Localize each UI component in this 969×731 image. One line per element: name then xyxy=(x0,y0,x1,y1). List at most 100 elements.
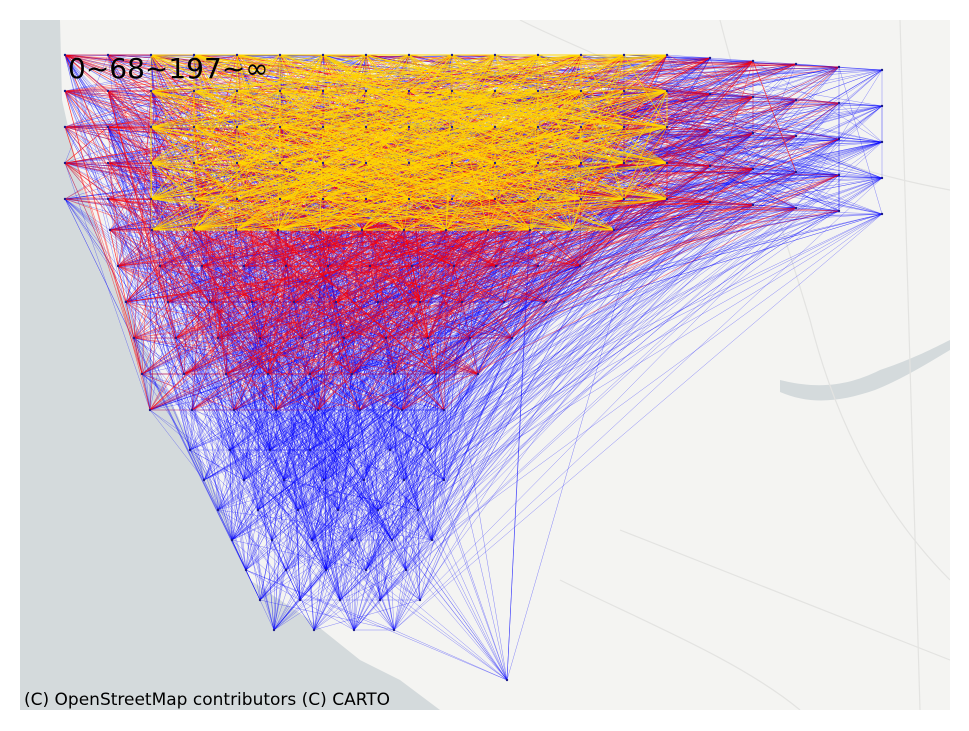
flow-line xyxy=(133,90,152,339)
flow-line xyxy=(175,337,379,511)
flow-line xyxy=(365,162,668,571)
flow-line xyxy=(429,409,445,451)
flow-line xyxy=(323,337,387,481)
flow-line xyxy=(229,449,313,541)
flow-line xyxy=(150,54,405,231)
zone-node xyxy=(794,134,798,138)
flow-line xyxy=(571,198,582,231)
flow-line xyxy=(217,337,351,451)
zone-node xyxy=(116,264,120,268)
flow-line xyxy=(233,204,754,411)
zone-node xyxy=(404,568,408,572)
flow-line xyxy=(427,174,840,339)
flow-line xyxy=(193,229,387,339)
flow-line xyxy=(469,135,797,339)
flow-line xyxy=(339,204,754,601)
zone-node xyxy=(336,508,340,512)
zone-node xyxy=(751,167,755,171)
flow-line xyxy=(299,162,582,601)
flow-line xyxy=(405,409,445,571)
flow-line xyxy=(64,90,361,411)
flow-line xyxy=(231,479,325,541)
flow-line xyxy=(273,126,668,631)
flow-line xyxy=(279,90,496,164)
road xyxy=(899,20,921,710)
flow-line xyxy=(377,301,508,681)
flow-line xyxy=(379,66,840,601)
flow-line xyxy=(709,60,754,203)
zone-node xyxy=(622,125,626,129)
zone-node xyxy=(149,53,153,57)
flow-line xyxy=(429,162,668,451)
flow-line xyxy=(193,126,531,231)
map-frame[interactable]: 0~68~197~∞ (C) OpenStreetMap contributor… xyxy=(20,20,950,710)
flow-line xyxy=(408,54,581,267)
flow-line xyxy=(335,301,395,631)
zone-node xyxy=(284,264,288,268)
flow-line xyxy=(752,141,883,170)
flow-line xyxy=(193,162,235,411)
flow-line xyxy=(64,90,269,375)
flow-line xyxy=(150,198,313,541)
flow-line xyxy=(107,54,381,601)
flow-map[interactable] xyxy=(20,20,950,710)
flow-line xyxy=(229,449,355,631)
flow-line xyxy=(317,409,391,451)
flow-bins-legend: 0~68~197~∞ xyxy=(68,52,269,85)
flow-line xyxy=(795,171,840,212)
flow-line xyxy=(537,54,625,164)
flow-line xyxy=(322,54,539,200)
flow-line xyxy=(64,54,353,541)
flow-line xyxy=(167,301,387,339)
flow-line xyxy=(231,213,883,541)
flow-line xyxy=(243,409,277,481)
zone-node xyxy=(407,53,411,57)
flow-line xyxy=(359,207,797,411)
flow-line xyxy=(259,171,797,601)
flow-line xyxy=(125,301,407,571)
zone-node xyxy=(321,161,325,165)
zone-node xyxy=(578,264,582,268)
zone-node xyxy=(298,598,302,602)
flow-line xyxy=(451,90,489,231)
zone-node xyxy=(278,125,282,129)
flow-line xyxy=(393,213,883,631)
flow-line xyxy=(269,198,410,451)
flow-line xyxy=(191,409,259,511)
flow-line xyxy=(709,63,797,95)
flow-line xyxy=(623,54,754,62)
flow-line xyxy=(417,509,508,681)
flow-line xyxy=(273,204,754,631)
flow-line xyxy=(405,198,410,571)
zone-node xyxy=(166,300,170,304)
flow-line xyxy=(151,229,245,481)
zone-node xyxy=(182,372,186,376)
flow-line xyxy=(150,126,625,200)
zone-node xyxy=(510,336,514,340)
flow-line xyxy=(245,569,395,631)
zone-node xyxy=(322,478,326,482)
flow-line xyxy=(150,126,321,231)
flow-line xyxy=(469,210,840,339)
flow-line xyxy=(189,449,315,631)
flow-line xyxy=(275,201,711,411)
flow-line xyxy=(613,126,668,231)
flow-line xyxy=(283,301,505,481)
flow-line xyxy=(236,126,447,231)
flow-line xyxy=(193,162,539,231)
flow-line xyxy=(150,54,539,200)
flow-line xyxy=(243,479,508,681)
flow-line xyxy=(317,373,479,411)
flow-line xyxy=(477,66,840,375)
flow-line xyxy=(229,449,233,541)
flow-line xyxy=(273,168,754,631)
flow-line xyxy=(325,539,433,571)
flow-line xyxy=(141,373,353,541)
road-layer xyxy=(519,20,950,710)
flow-line xyxy=(133,337,287,571)
zone-node xyxy=(493,161,497,165)
flow-line xyxy=(259,337,419,511)
flow-line xyxy=(259,265,329,601)
flow-line xyxy=(377,177,883,511)
flow-line xyxy=(443,265,455,481)
